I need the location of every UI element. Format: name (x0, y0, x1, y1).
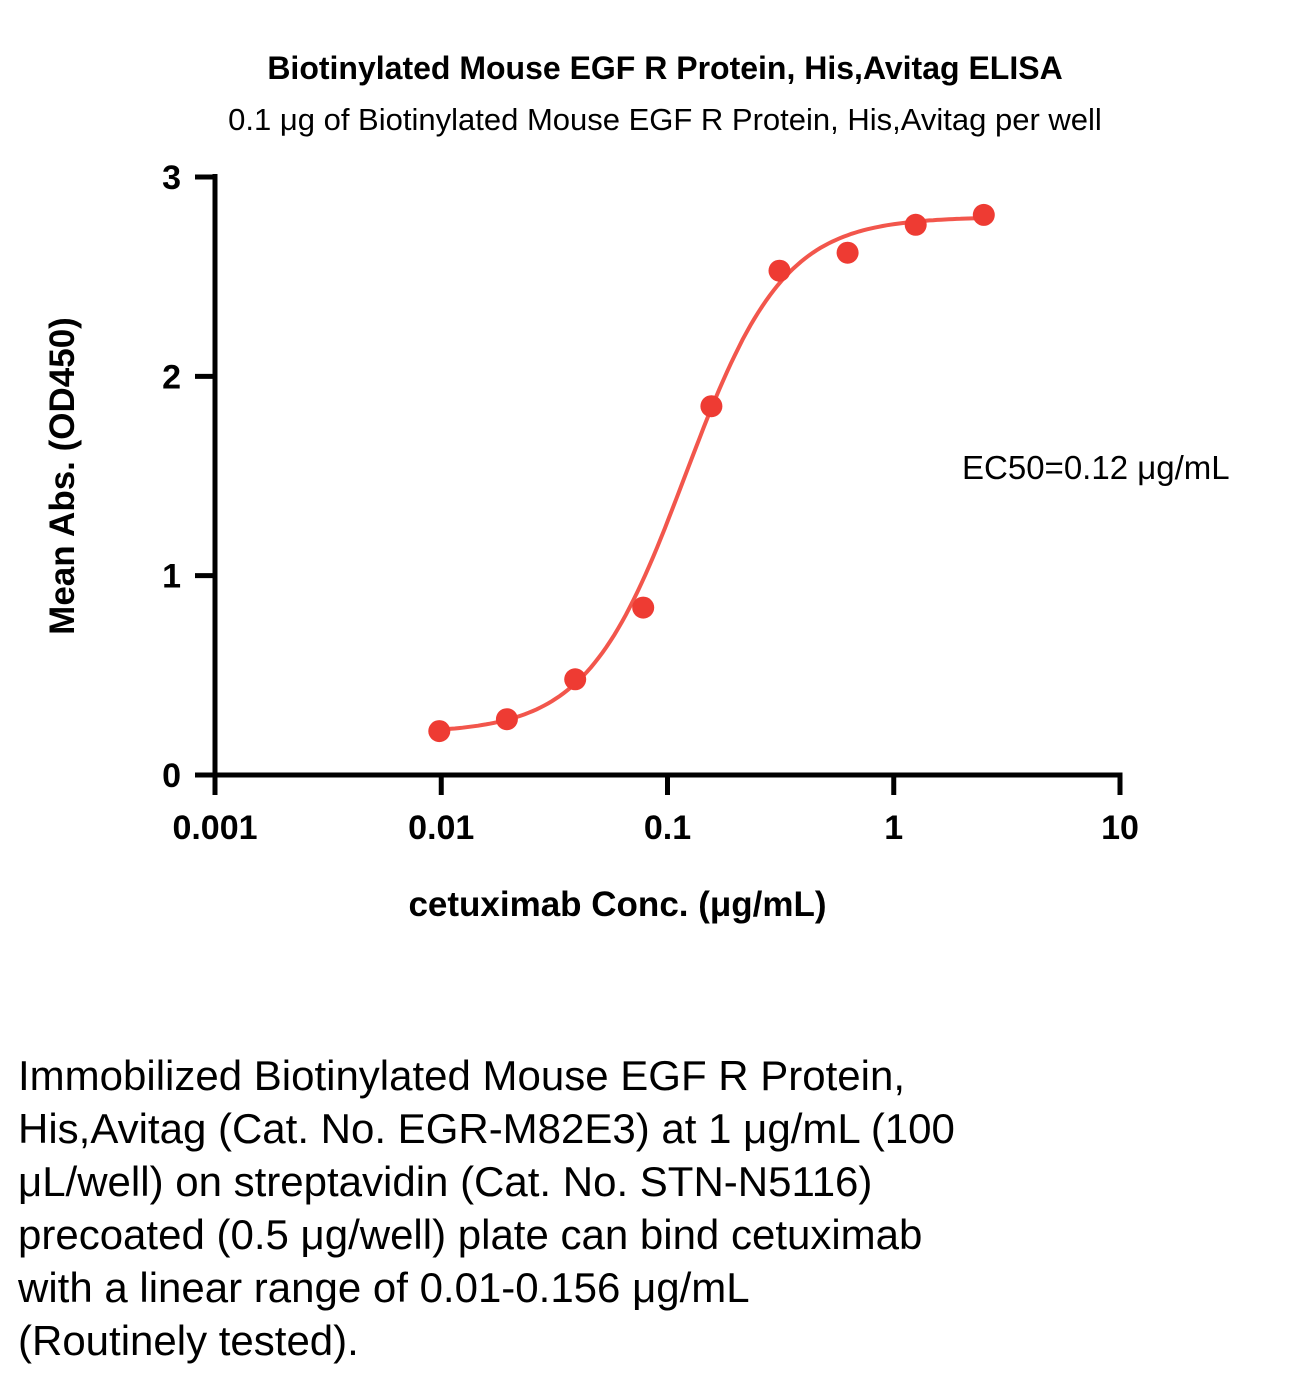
data-point (495, 708, 518, 731)
x-tick-label: 0.001 (172, 809, 257, 847)
x-axis-title: cetuximab Conc. (μg/mL) (408, 885, 826, 924)
fit-curve (437, 216, 986, 732)
x-tick-label: 0.1 (644, 809, 691, 847)
data-point (836, 241, 859, 264)
caption-line: μL/well) on streptavidin (Cat. No. STN-N… (18, 1158, 873, 1205)
figure-caption: Immobilized Biotinylated Mouse EGF R Pro… (18, 1049, 1198, 1367)
data-point (632, 596, 655, 619)
y-tick-label: 2 (162, 358, 181, 396)
ec50-annotation: EC50=0.12 μg/mL (962, 449, 1230, 486)
y-tick-label: 1 (162, 558, 181, 596)
y-tick-label: 3 (162, 159, 181, 197)
x-tick-label: 10 (1101, 809, 1139, 847)
caption-line: His,Avitag (Cat. No. EGR-M82E3) at 1 μg/… (18, 1105, 955, 1152)
caption-line: precoated (0.5 μg/well) plate can bind c… (18, 1211, 923, 1258)
chart-title: Biotinylated Mouse EGF R Protein, His,Av… (267, 50, 1063, 86)
elisa-dose-response-chart: 0 1 2 3 0.001 0.01 0.1 1 10 cetuximab Conc. (μg/m… (43, 159, 1139, 924)
data-point (700, 395, 723, 418)
y-axis-title: Mean Abs. (OD450) (43, 317, 82, 635)
caption-line: (Routinely tested). (18, 1317, 359, 1364)
data-point (904, 213, 927, 236)
data-point (428, 720, 451, 743)
data-point (768, 259, 791, 282)
caption-line: with a linear range of 0.01-0.156 μg/mL (18, 1264, 750, 1311)
data-point (564, 668, 587, 691)
x-tick-label: 0.01 (408, 809, 474, 847)
y-tick-label: 0 (162, 757, 181, 795)
chart-subtitle: 0.1 μg of Biotinylated Mouse EGF R Prote… (228, 102, 1102, 137)
x-tick-label: 1 (884, 809, 903, 847)
data-point (972, 203, 995, 226)
caption-line: Immobilized Biotinylated Mouse EGF R Pro… (18, 1052, 906, 1099)
